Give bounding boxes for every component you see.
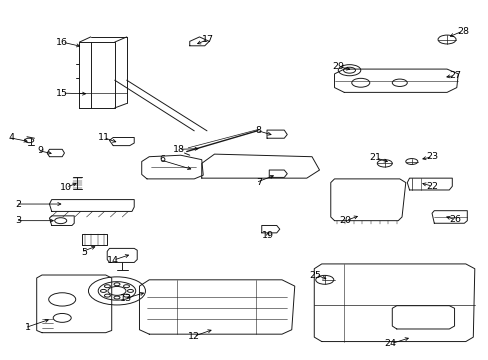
Text: 6: 6 (160, 155, 165, 164)
Text: 7: 7 (255, 178, 261, 187)
Text: 21: 21 (369, 153, 381, 162)
Text: 11: 11 (97, 133, 109, 142)
Text: 16: 16 (56, 37, 68, 46)
Text: 14: 14 (107, 256, 119, 265)
Text: 22: 22 (426, 182, 438, 191)
Text: 25: 25 (309, 270, 321, 279)
Text: 1: 1 (25, 323, 31, 332)
Text: 15: 15 (56, 89, 68, 98)
Text: 8: 8 (255, 126, 261, 135)
Text: 23: 23 (426, 152, 438, 161)
Text: 13: 13 (120, 294, 132, 303)
Text: 26: 26 (448, 215, 460, 224)
Text: 29: 29 (331, 62, 344, 71)
Text: 12: 12 (187, 332, 199, 341)
Text: 10: 10 (60, 183, 72, 192)
Text: 5: 5 (81, 248, 87, 257)
Text: 4: 4 (8, 133, 14, 142)
Text: 24: 24 (384, 339, 396, 348)
Text: 17: 17 (202, 35, 213, 44)
Text: 18: 18 (172, 145, 184, 154)
Text: 3: 3 (16, 216, 21, 225)
Text: 28: 28 (456, 27, 468, 36)
Text: 19: 19 (261, 231, 273, 240)
Text: 27: 27 (448, 71, 460, 80)
Text: 9: 9 (38, 146, 43, 155)
Text: 20: 20 (339, 216, 351, 225)
Text: 2: 2 (16, 199, 21, 208)
